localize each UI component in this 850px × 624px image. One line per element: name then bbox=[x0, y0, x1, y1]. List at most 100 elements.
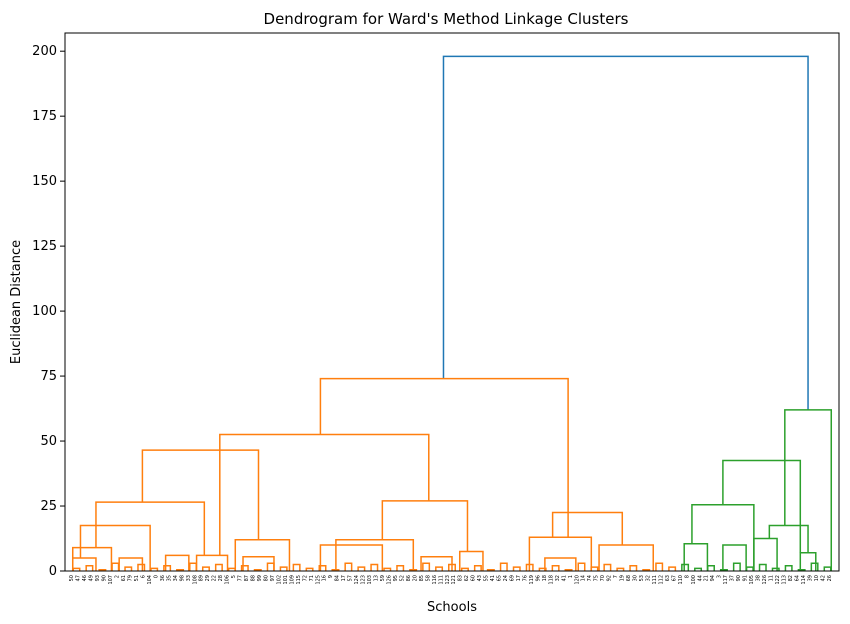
dendrogram-leaf-link bbox=[137, 563, 146, 571]
dendrogram-leaf-link bbox=[344, 562, 353, 571]
leaf-label: 1 bbox=[568, 575, 574, 578]
leaf-label: 95 bbox=[393, 575, 399, 581]
leaf-label: 3 bbox=[717, 575, 723, 578]
dendrogram-leaf-link bbox=[681, 563, 690, 571]
dendrogram-link bbox=[753, 537, 778, 571]
leaf-label: 50 bbox=[69, 575, 75, 581]
leaf-label: 87 bbox=[244, 575, 250, 581]
dendrogram-link bbox=[784, 409, 833, 571]
leaf-label: 47 bbox=[76, 575, 82, 581]
leaf-label: 91 bbox=[743, 575, 749, 581]
leaf-label: 71 bbox=[309, 575, 315, 581]
leaf-label: 7 bbox=[613, 575, 619, 578]
dendrogram-leaf-link bbox=[85, 565, 94, 571]
leaf-label: 57 bbox=[348, 575, 354, 581]
leaf-label: 11 bbox=[768, 575, 774, 581]
dendrogram-leaf-link bbox=[150, 567, 159, 571]
leaf-label: 126 bbox=[386, 575, 392, 585]
leaf-label: 94 bbox=[710, 575, 716, 581]
leaf-label: 116 bbox=[432, 575, 438, 585]
dendrogram-link bbox=[544, 557, 577, 571]
dendrogram-link bbox=[551, 511, 624, 546]
dendrogram-link bbox=[442, 55, 809, 410]
dendrogram-leaf-link bbox=[98, 568, 107, 571]
leaf-label: 52 bbox=[399, 575, 405, 581]
leaf-label: 24 bbox=[503, 575, 509, 581]
leaf-label: 39 bbox=[807, 575, 813, 581]
dendrogram-link bbox=[381, 500, 469, 552]
dendrogram-link bbox=[528, 536, 593, 571]
leaf-label: 32 bbox=[645, 575, 651, 581]
dendrogram-leaf-link bbox=[642, 568, 651, 571]
leaf-label: 37 bbox=[730, 575, 736, 581]
leaf-label: 106 bbox=[225, 575, 231, 585]
y-tick-label: 25 bbox=[40, 499, 57, 514]
dendrogram-leaf-link bbox=[189, 562, 198, 571]
dendrogram-leaf-link bbox=[124, 566, 133, 571]
leaf-label: 51 bbox=[134, 575, 140, 581]
leaf-label: 90 bbox=[102, 575, 108, 581]
leaf-label: 85 bbox=[419, 575, 425, 581]
dendrogram-link bbox=[768, 524, 809, 553]
leaf-label: 49 bbox=[89, 575, 95, 581]
leaf-label: 32 bbox=[555, 575, 561, 581]
leaf-label: 60 bbox=[471, 575, 477, 581]
dendrogram-leaf-link bbox=[214, 563, 223, 571]
dendrogram-link bbox=[598, 544, 654, 571]
leaf-label: 13 bbox=[374, 575, 380, 581]
leaf-label: 123 bbox=[445, 575, 451, 585]
leaf-label: 75 bbox=[594, 575, 600, 581]
leaf-label: 108 bbox=[192, 575, 198, 585]
leaf-label: 17 bbox=[516, 575, 522, 581]
x-axis-label: Schools bbox=[427, 600, 477, 615]
leaf-label: 123 bbox=[361, 575, 367, 585]
leaf-label: 89 bbox=[199, 575, 205, 581]
y-tick-label: 0 bbox=[49, 564, 57, 579]
dendrogram-leaf-link bbox=[603, 563, 612, 571]
leaf-label: 29 bbox=[205, 575, 211, 581]
y-axis: 0 25 50 75 100 125 150 175 200 bbox=[32, 44, 65, 579]
dendrogram-leaf-link bbox=[694, 567, 703, 571]
leaf-label: 61 bbox=[121, 575, 127, 581]
dendrogram-leaf-link bbox=[422, 562, 431, 571]
dendrogram-link bbox=[335, 539, 415, 571]
dendrogram-leaf-link bbox=[706, 565, 715, 571]
leaf-label: 107 bbox=[108, 575, 114, 585]
dendrogram-leaf-link bbox=[318, 565, 327, 571]
leaf-label: 70 bbox=[600, 575, 606, 581]
leaf-label: 101 bbox=[283, 575, 289, 585]
leaf-label: 104 bbox=[147, 575, 153, 585]
dendrogram-leaf-link bbox=[499, 562, 508, 571]
leaf-label: 28 bbox=[218, 575, 224, 581]
leaf-label: 117 bbox=[723, 575, 729, 585]
y-tick-label: 100 bbox=[32, 304, 57, 319]
dendrogram-leaf-link bbox=[279, 566, 288, 571]
dendrogram-leaf-link bbox=[771, 567, 780, 571]
leaf-label: 126 bbox=[762, 575, 768, 585]
leaf-label: 86 bbox=[406, 575, 412, 581]
dendrogram-link bbox=[722, 544, 747, 571]
leaf-label: 84 bbox=[335, 575, 341, 581]
leaf-label: 58 bbox=[425, 575, 431, 581]
dendrogram-leaf-link bbox=[564, 568, 573, 571]
dendrogram-leaf-link bbox=[240, 565, 249, 571]
dendrogram-link bbox=[118, 557, 144, 571]
leaf-label: 63 bbox=[665, 575, 671, 581]
leaf-label: 118 bbox=[548, 575, 554, 585]
chart-title: Dendrogram for Ward's Method Linkage Clu… bbox=[264, 10, 629, 28]
leaf-label: 79 bbox=[128, 575, 134, 581]
y-tick-label: 175 bbox=[32, 109, 57, 124]
dendrogram-link bbox=[234, 539, 291, 571]
leaf-label: 74 bbox=[587, 575, 593, 581]
leaf-label: 113 bbox=[781, 575, 787, 585]
leaf-label: 96 bbox=[535, 575, 541, 581]
plot-frame bbox=[64, 32, 840, 572]
leaf-label: 125 bbox=[315, 575, 321, 585]
leaf-labels: 50 47 46 49 93 90 107 2 61 79 51 6 104 0 36 35 34 98 33 108… bbox=[69, 575, 833, 585]
dendrogram-link bbox=[195, 554, 229, 571]
leaf-label: 99 bbox=[257, 575, 263, 581]
dendrogram-leaf-link bbox=[577, 562, 586, 571]
dendrogram-leaf-link bbox=[357, 566, 366, 571]
leaf-label: 2 bbox=[115, 575, 121, 578]
